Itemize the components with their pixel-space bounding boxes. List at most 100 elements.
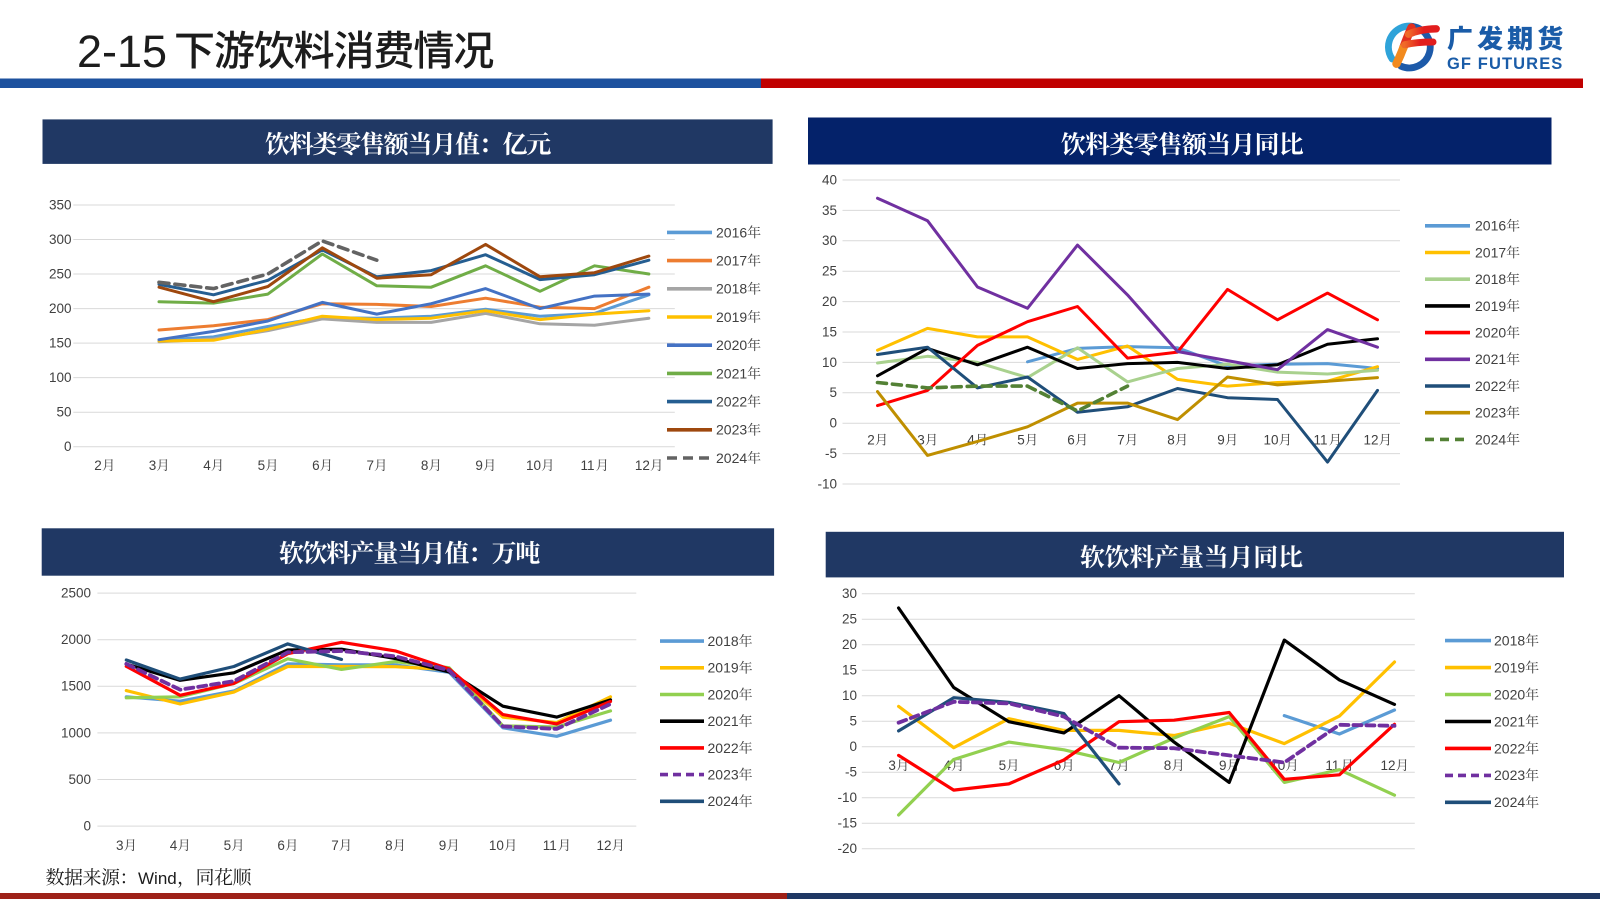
svg-text:10: 10 [1264, 433, 1279, 448]
svg-text:10: 10 [842, 688, 857, 703]
svg-text:250: 250 [49, 266, 72, 281]
svg-text:2023: 2023 [708, 767, 739, 783]
svg-text:12: 12 [597, 838, 612, 853]
svg-text:0: 0 [83, 819, 91, 834]
svg-text:2: 2 [94, 458, 102, 473]
svg-text:9: 9 [1217, 433, 1225, 448]
svg-text:6: 6 [277, 838, 285, 853]
svg-text:4: 4 [170, 838, 178, 853]
svg-text:300: 300 [49, 232, 72, 247]
svg-text:0: 0 [829, 416, 837, 431]
svg-text:GF FUTURES: GF FUTURES [1447, 55, 1563, 73]
svg-text:25: 25 [842, 612, 857, 627]
svg-text:2020: 2020 [1475, 325, 1506, 341]
svg-text:40: 40 [822, 172, 837, 187]
svg-text:2-15: 2-15 [77, 26, 167, 77]
svg-text:3: 3 [149, 458, 157, 473]
svg-text:2024: 2024 [1475, 431, 1506, 447]
svg-text:2021: 2021 [716, 365, 747, 381]
svg-text:5: 5 [829, 385, 837, 400]
svg-text:2500: 2500 [61, 586, 91, 601]
svg-text:4: 4 [203, 458, 211, 473]
svg-text:7: 7 [1117, 433, 1125, 448]
svg-text:10: 10 [489, 838, 504, 853]
svg-text:2: 2 [867, 433, 875, 448]
svg-text:4: 4 [967, 433, 975, 448]
svg-text:9: 9 [1219, 758, 1227, 773]
svg-text:350: 350 [49, 197, 72, 212]
svg-text:25: 25 [822, 264, 837, 279]
svg-text:Wind: Wind [138, 869, 177, 888]
svg-text:1500: 1500 [61, 679, 91, 694]
svg-text:11: 11 [543, 838, 557, 853]
svg-text:3: 3 [116, 838, 124, 853]
svg-text:2017: 2017 [716, 253, 747, 269]
svg-text:-5: -5 [845, 765, 857, 780]
svg-text:2022: 2022 [708, 740, 739, 756]
svg-text:30: 30 [842, 586, 857, 601]
svg-text:15: 15 [842, 663, 857, 678]
svg-text:2018: 2018 [1475, 271, 1506, 287]
svg-text:2023: 2023 [716, 422, 747, 438]
svg-text:35: 35 [822, 203, 837, 218]
svg-text:2020: 2020 [708, 686, 739, 702]
svg-text:3: 3 [917, 433, 925, 448]
svg-text:9: 9 [439, 838, 447, 853]
svg-text:2017: 2017 [1475, 244, 1506, 260]
svg-text:15: 15 [822, 324, 837, 339]
svg-text:2016: 2016 [716, 224, 747, 240]
svg-text:11: 11 [581, 458, 595, 473]
svg-text:12: 12 [1381, 758, 1396, 773]
svg-text:12: 12 [1364, 433, 1379, 448]
svg-text:6: 6 [1054, 758, 1062, 773]
svg-text:6: 6 [1067, 433, 1075, 448]
svg-text:2022: 2022 [716, 394, 747, 410]
svg-text:50: 50 [56, 405, 71, 420]
svg-text:10: 10 [526, 458, 541, 473]
svg-text:2021: 2021 [1494, 713, 1525, 729]
svg-text:200: 200 [49, 301, 72, 316]
svg-text:3: 3 [888, 758, 896, 773]
svg-text:0: 0 [64, 439, 72, 454]
svg-text:2019: 2019 [708, 660, 739, 676]
svg-text:100: 100 [49, 370, 72, 385]
svg-text:30: 30 [822, 233, 837, 248]
svg-text:2022: 2022 [1494, 740, 1525, 756]
svg-text:9: 9 [475, 458, 483, 473]
svg-text:6: 6 [312, 458, 320, 473]
svg-text:2016: 2016 [1475, 218, 1506, 234]
svg-text:2019: 2019 [1494, 660, 1525, 676]
svg-text:11: 11 [1314, 433, 1328, 448]
svg-text:7: 7 [1109, 758, 1117, 773]
svg-text:150: 150 [49, 336, 72, 351]
svg-text:8: 8 [1167, 433, 1175, 448]
svg-text:5: 5 [258, 458, 266, 473]
svg-text:20: 20 [842, 637, 857, 652]
svg-text:2023: 2023 [1494, 767, 1525, 783]
svg-text:-20: -20 [837, 841, 857, 856]
svg-text:2024: 2024 [1494, 794, 1525, 810]
svg-text:10: 10 [822, 355, 837, 370]
svg-text:-10: -10 [837, 790, 857, 805]
svg-text:5: 5 [1017, 433, 1025, 448]
svg-text:2019: 2019 [716, 309, 747, 325]
svg-text:2021: 2021 [708, 713, 739, 729]
svg-text:2023: 2023 [1475, 405, 1506, 421]
svg-text:8: 8 [1164, 758, 1172, 773]
svg-text:2000: 2000 [61, 632, 91, 647]
svg-text:5: 5 [999, 758, 1007, 773]
svg-text:2024: 2024 [716, 450, 747, 466]
svg-text:20: 20 [822, 294, 837, 309]
svg-text:8: 8 [385, 838, 393, 853]
svg-text:2018: 2018 [716, 281, 747, 297]
svg-text:2020: 2020 [1494, 686, 1525, 702]
svg-text:2024: 2024 [708, 793, 739, 809]
svg-text:500: 500 [68, 772, 91, 787]
svg-text:-15: -15 [837, 816, 857, 831]
svg-text:2021: 2021 [1475, 351, 1506, 367]
svg-text:2018: 2018 [708, 633, 739, 649]
svg-text:-5: -5 [825, 446, 837, 461]
svg-text:2022: 2022 [1475, 378, 1506, 394]
svg-text:-10: -10 [817, 476, 837, 491]
svg-text:2018: 2018 [1494, 633, 1525, 649]
